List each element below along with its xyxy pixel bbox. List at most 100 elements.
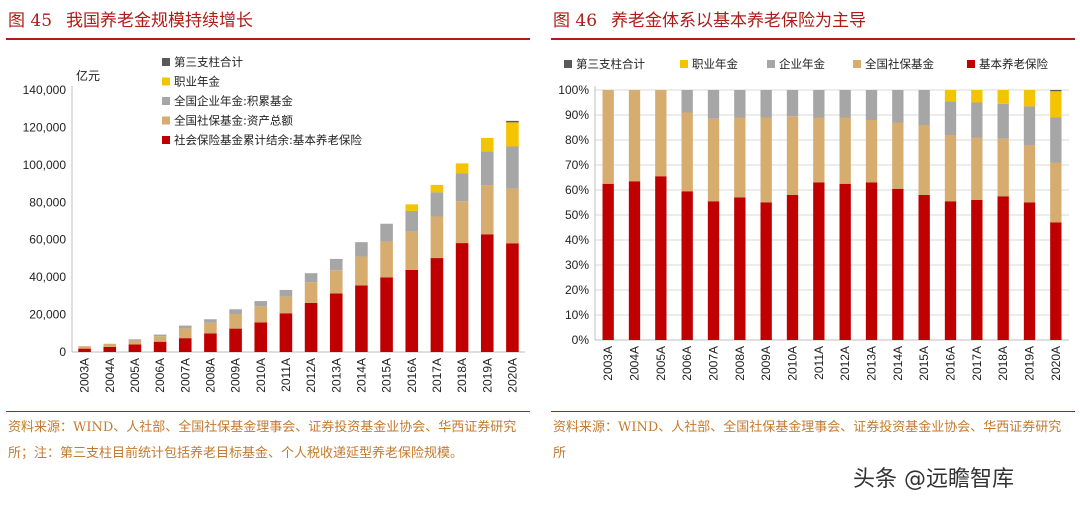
right-chart-bar-segment bbox=[997, 90, 1009, 104]
right-chart-bar-segment bbox=[839, 183, 851, 340]
left-figure-number: 图 45 bbox=[8, 11, 53, 31]
left-chart-bar-segment bbox=[78, 348, 91, 352]
left-chart-legend-swatch bbox=[162, 116, 170, 125]
left-chart-x-tick-label: 2009A bbox=[229, 358, 243, 393]
right-chart-x-tick-label: 2017A bbox=[970, 346, 984, 381]
left-chart-x-tick-label: 2005A bbox=[128, 358, 142, 393]
right-title-rule bbox=[551, 38, 1075, 40]
right-chart-x-tick-label: 2008A bbox=[733, 346, 747, 381]
right-chart-x-tick-label: 2016A bbox=[944, 346, 958, 381]
left-chart-bar-segment bbox=[178, 338, 192, 352]
right-chart-x-tick-label: 2004A bbox=[628, 346, 642, 381]
right-chart-bar-segment bbox=[760, 90, 772, 118]
left-figure-title: 图 45 我国养老金规模持续增长 bbox=[8, 6, 253, 31]
left-chart-x-tick-label: 2010A bbox=[254, 358, 268, 393]
right-chart-bar-segment bbox=[944, 90, 957, 102]
right-chart-bar-segment bbox=[944, 101, 957, 135]
left-chart-bar-segment bbox=[103, 343, 117, 347]
left-chart-legend-swatch bbox=[162, 77, 170, 86]
right-chart-bar-segment bbox=[892, 188, 904, 340]
right-chart-legend-label: 第三支柱合计 bbox=[576, 57, 645, 71]
left-chart-bar-segment bbox=[506, 120, 519, 123]
right-figure-panel: 图 46 养老金体系以基本养老保险为主导 0% 10% 20% 30% 40% 50% 60%… bbox=[545, 0, 1080, 505]
left-chart-bar-segment bbox=[229, 314, 242, 329]
left-chart-bar-segment bbox=[204, 322, 217, 334]
left-chart-bar-segment bbox=[178, 325, 192, 329]
left-chart-bar-segment bbox=[329, 258, 343, 271]
left-chart-bar-segment bbox=[279, 296, 293, 314]
right-chart-y-tick-label: 90% bbox=[565, 108, 589, 122]
right-chart-bar-segment bbox=[707, 201, 720, 340]
left-chart-y-tick-label: 80,000 bbox=[29, 195, 66, 209]
right-chart-y-tick-label: 30% bbox=[565, 258, 589, 272]
right-chart-bar-segment bbox=[918, 90, 930, 125]
left-chart-bar-segment bbox=[204, 319, 217, 323]
left-chart-bar-segment bbox=[405, 210, 419, 232]
right-chart-bar-segment bbox=[971, 90, 983, 103]
left-chart-x-tick-label: 2013A bbox=[329, 358, 343, 393]
right-chart-bar-segment bbox=[1050, 222, 1062, 340]
right-chart-x-tick-label: 2010A bbox=[786, 346, 800, 381]
right-chart-legend-label: 全国社保基金 bbox=[865, 57, 934, 71]
left-chart-legend-label: 全国企业年金:积累基金 bbox=[174, 94, 293, 108]
left-chart-bar-segment bbox=[153, 336, 167, 342]
left-chart-bar-segment bbox=[480, 234, 494, 352]
right-chart-x-tick-label: 2003A bbox=[601, 346, 615, 381]
left-chart-bar-segment bbox=[329, 270, 343, 294]
right-chart-legend-label: 职业年金 bbox=[692, 57, 738, 71]
left-chart-bar-segment bbox=[380, 241, 393, 278]
left-chart-bar-segment bbox=[430, 258, 444, 352]
left-chart-legend-swatch bbox=[162, 58, 170, 66]
left-chart-bar-segment bbox=[455, 163, 469, 174]
right-chart-x-tick-label: 2018A bbox=[996, 346, 1010, 381]
right-figure-title: 图 46 养老金体系以基本养老保险为主导 bbox=[553, 6, 866, 31]
left-chart-x-tick-label: 2016A bbox=[405, 358, 419, 393]
right-chart-bar-segment bbox=[997, 196, 1009, 340]
left-chart-bar-segment bbox=[405, 231, 419, 270]
left-chart-bar-segment bbox=[254, 301, 268, 307]
right-chart-bar-segment bbox=[628, 90, 641, 182]
left-chart-legend-swatch bbox=[162, 136, 170, 144]
left-chart-bar-segment bbox=[480, 137, 494, 152]
right-chart-legend-label: 基本养老保险 bbox=[979, 57, 1048, 71]
right-chart-bar-segment bbox=[760, 202, 772, 340]
right-chart-x-tick-label: 2005A bbox=[654, 346, 668, 381]
right-chart-legend-swatch bbox=[853, 60, 861, 68]
left-chart-y-tick-label: 20,000 bbox=[29, 308, 66, 322]
right-chart-bar-segment bbox=[971, 200, 983, 340]
right-chart-x-tick-label: 2007A bbox=[707, 346, 721, 381]
right-chart-x-tick-label: 2006A bbox=[680, 346, 694, 381]
left-chart-bar-segment bbox=[128, 340, 142, 345]
left-chart-bar-segment bbox=[128, 339, 142, 341]
right-chart-bar-segment bbox=[813, 90, 825, 118]
right-chart-bar-segment bbox=[1050, 162, 1062, 223]
right-chart-bar-segment bbox=[1050, 117, 1062, 163]
left-chart-legend-label: 全国社保基金:资产总额 bbox=[174, 114, 293, 128]
right-chart-bar-segment bbox=[944, 201, 957, 340]
right-chart-bar-segment bbox=[944, 135, 957, 202]
left-figure-panel: 图 45 我国养老金规模持续增长 0 20,000 40,000 60,000 80,00… bbox=[0, 0, 535, 505]
left-figure-title-text: 我国养老金规模持续增长 bbox=[66, 11, 254, 31]
right-chart-bar-segment bbox=[918, 195, 930, 340]
right-figure-number: 图 46 bbox=[553, 11, 598, 31]
left-stacked-bar-chart: 0 20,000 40,000 60,000 80,000 100,000 120,000 1… bbox=[23, 55, 525, 393]
left-chart-y-tick-label: 0 bbox=[59, 345, 66, 359]
left-chart-x-tick-label: 2004A bbox=[103, 358, 117, 393]
right-chart-bar-segment bbox=[1023, 106, 1036, 145]
right-chart-legend-swatch bbox=[564, 60, 572, 68]
left-chart-bar-segment bbox=[430, 184, 444, 193]
right-chart-y-tick-label: 20% bbox=[565, 283, 589, 297]
left-chart-x-tick-label: 2007A bbox=[178, 358, 192, 393]
left-chart-x-tick-label: 2018A bbox=[455, 358, 469, 393]
left-chart-bar-segment bbox=[128, 344, 142, 352]
left-source-note: 资料来源：WIND、人社部、全国社保基金理事会、证券投资基金业协会、华西证券研究… bbox=[8, 420, 517, 461]
right-chart-bar-segment bbox=[1050, 91, 1062, 118]
left-chart-bar-segment bbox=[304, 302, 318, 352]
right-chart-bar-segment bbox=[655, 176, 667, 340]
left-chart-bar-segment bbox=[153, 341, 167, 352]
right-chart-bar-segment bbox=[1050, 90, 1062, 92]
left-chart-bar-segment bbox=[279, 289, 293, 297]
right-chart-bar-segment bbox=[707, 118, 720, 202]
left-chart-legend-label: 第三支柱合计 bbox=[174, 55, 243, 69]
right-chart-x-tick-label: 2012A bbox=[838, 346, 852, 381]
